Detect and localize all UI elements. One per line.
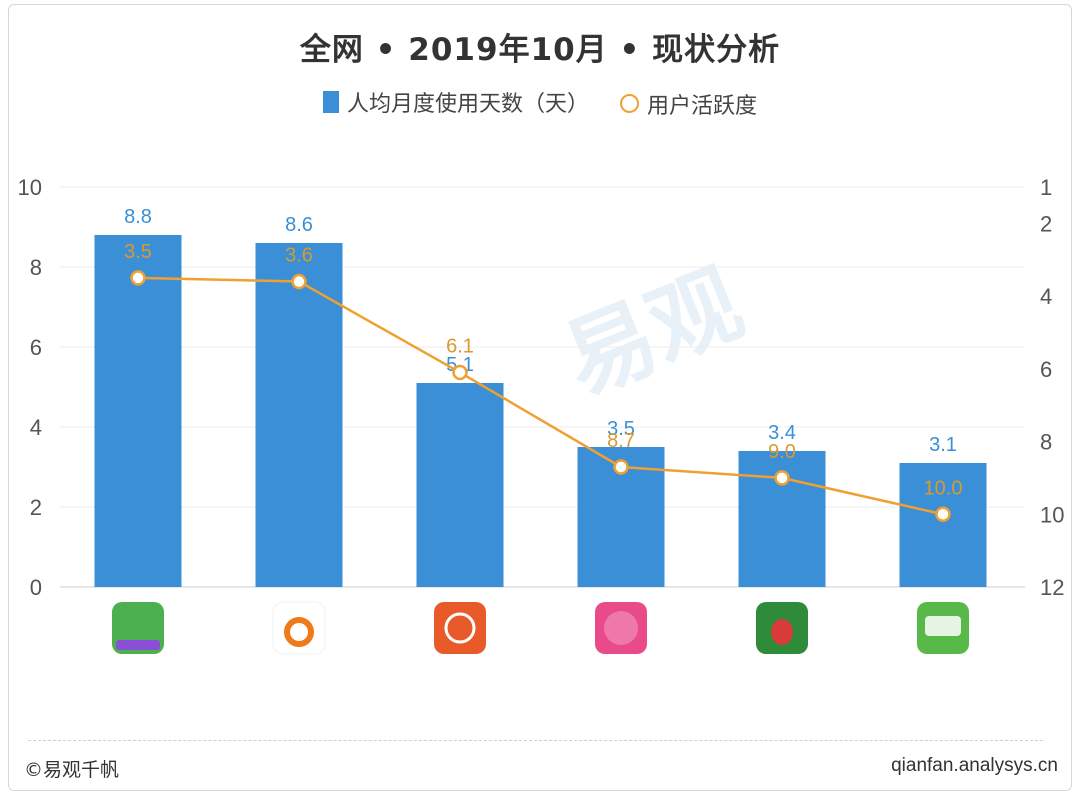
bar-value-label: 3.1 [929, 434, 957, 456]
right-tick-label: 6 [1040, 357, 1052, 382]
line-point [291, 273, 307, 290]
line-value-label: 9.0 [768, 441, 796, 463]
bar-value-label: 3.5 [607, 418, 635, 440]
line-series [137, 276, 944, 516]
line-point [613, 459, 629, 475]
legend-item-line[interactable]: 用户活跃度 [620, 88, 757, 120]
left-tick-label: 2 [30, 495, 42, 520]
line-value-label: 6.1 [446, 335, 474, 357]
bar-value-label: 8.8 [124, 206, 152, 228]
legend-bar-swatch [322, 91, 339, 113]
line-point [130, 270, 146, 286]
line-value-label: 10.0 [924, 477, 963, 499]
left-tick-label: 8 [30, 255, 42, 280]
line-point [935, 506, 951, 523]
circle-logo-icon [444, 612, 476, 644]
line-point [774, 470, 790, 486]
line-value-label: 3.6 [285, 245, 313, 267]
right-tick-label: 4 [1040, 284, 1052, 309]
left-tick-label: 0 [30, 575, 42, 600]
right-tick-label: 8 [1040, 430, 1052, 455]
chart-frame [8, 4, 1072, 791]
flame-icon [284, 617, 314, 647]
footer-divider [28, 740, 1043, 741]
left-tick-label: 4 [30, 415, 42, 440]
bar [416, 383, 504, 587]
legend-line-label: 用户活跃度 [647, 93, 758, 119]
legend-bar-label: 人均月度使用天数（天） [346, 92, 589, 117]
left-tick-label: 6 [30, 335, 42, 360]
footer-url[interactable]: qianfan.analysys.cn [891, 755, 1058, 776]
app-icon-orange-flame [272, 601, 326, 655]
bar [899, 463, 987, 587]
line-value-label: 8.7 [607, 430, 635, 452]
footer-copyright: ©易观千帆 [24, 759, 120, 781]
bar-value-label: 3.4 [768, 422, 796, 444]
legend-line-swatch [620, 94, 639, 113]
right-tick-label: 2 [1040, 211, 1052, 236]
radish-icon [771, 619, 793, 645]
line-value-label: 3.5 [124, 241, 152, 263]
farm-logo-icon [925, 616, 961, 636]
bar-value-label: 8.6 [285, 214, 313, 236]
right-tick-label: 10 [1040, 502, 1064, 527]
fresh-logo-icon [604, 611, 638, 645]
line-point [452, 364, 468, 381]
legend-item-bar[interactable]: 人均月度使用天数（天） [322, 86, 589, 118]
right-tick-label: 12 [1040, 575, 1064, 600]
chart-legend: 人均月度使用天数（天） 用户活跃度 [0, 86, 1080, 120]
chart-title: 全网 • 2019年10月 • 现状分析 [299, 32, 781, 68]
right-tick-label: 1 [1040, 175, 1052, 200]
bar [94, 235, 182, 587]
app-icon-orange-circle [434, 602, 486, 654]
app-icon-pink-fresh [595, 602, 647, 654]
grocery-logo-icon [116, 640, 160, 650]
left-tick-label: 10 [18, 175, 42, 200]
bar [255, 243, 343, 587]
